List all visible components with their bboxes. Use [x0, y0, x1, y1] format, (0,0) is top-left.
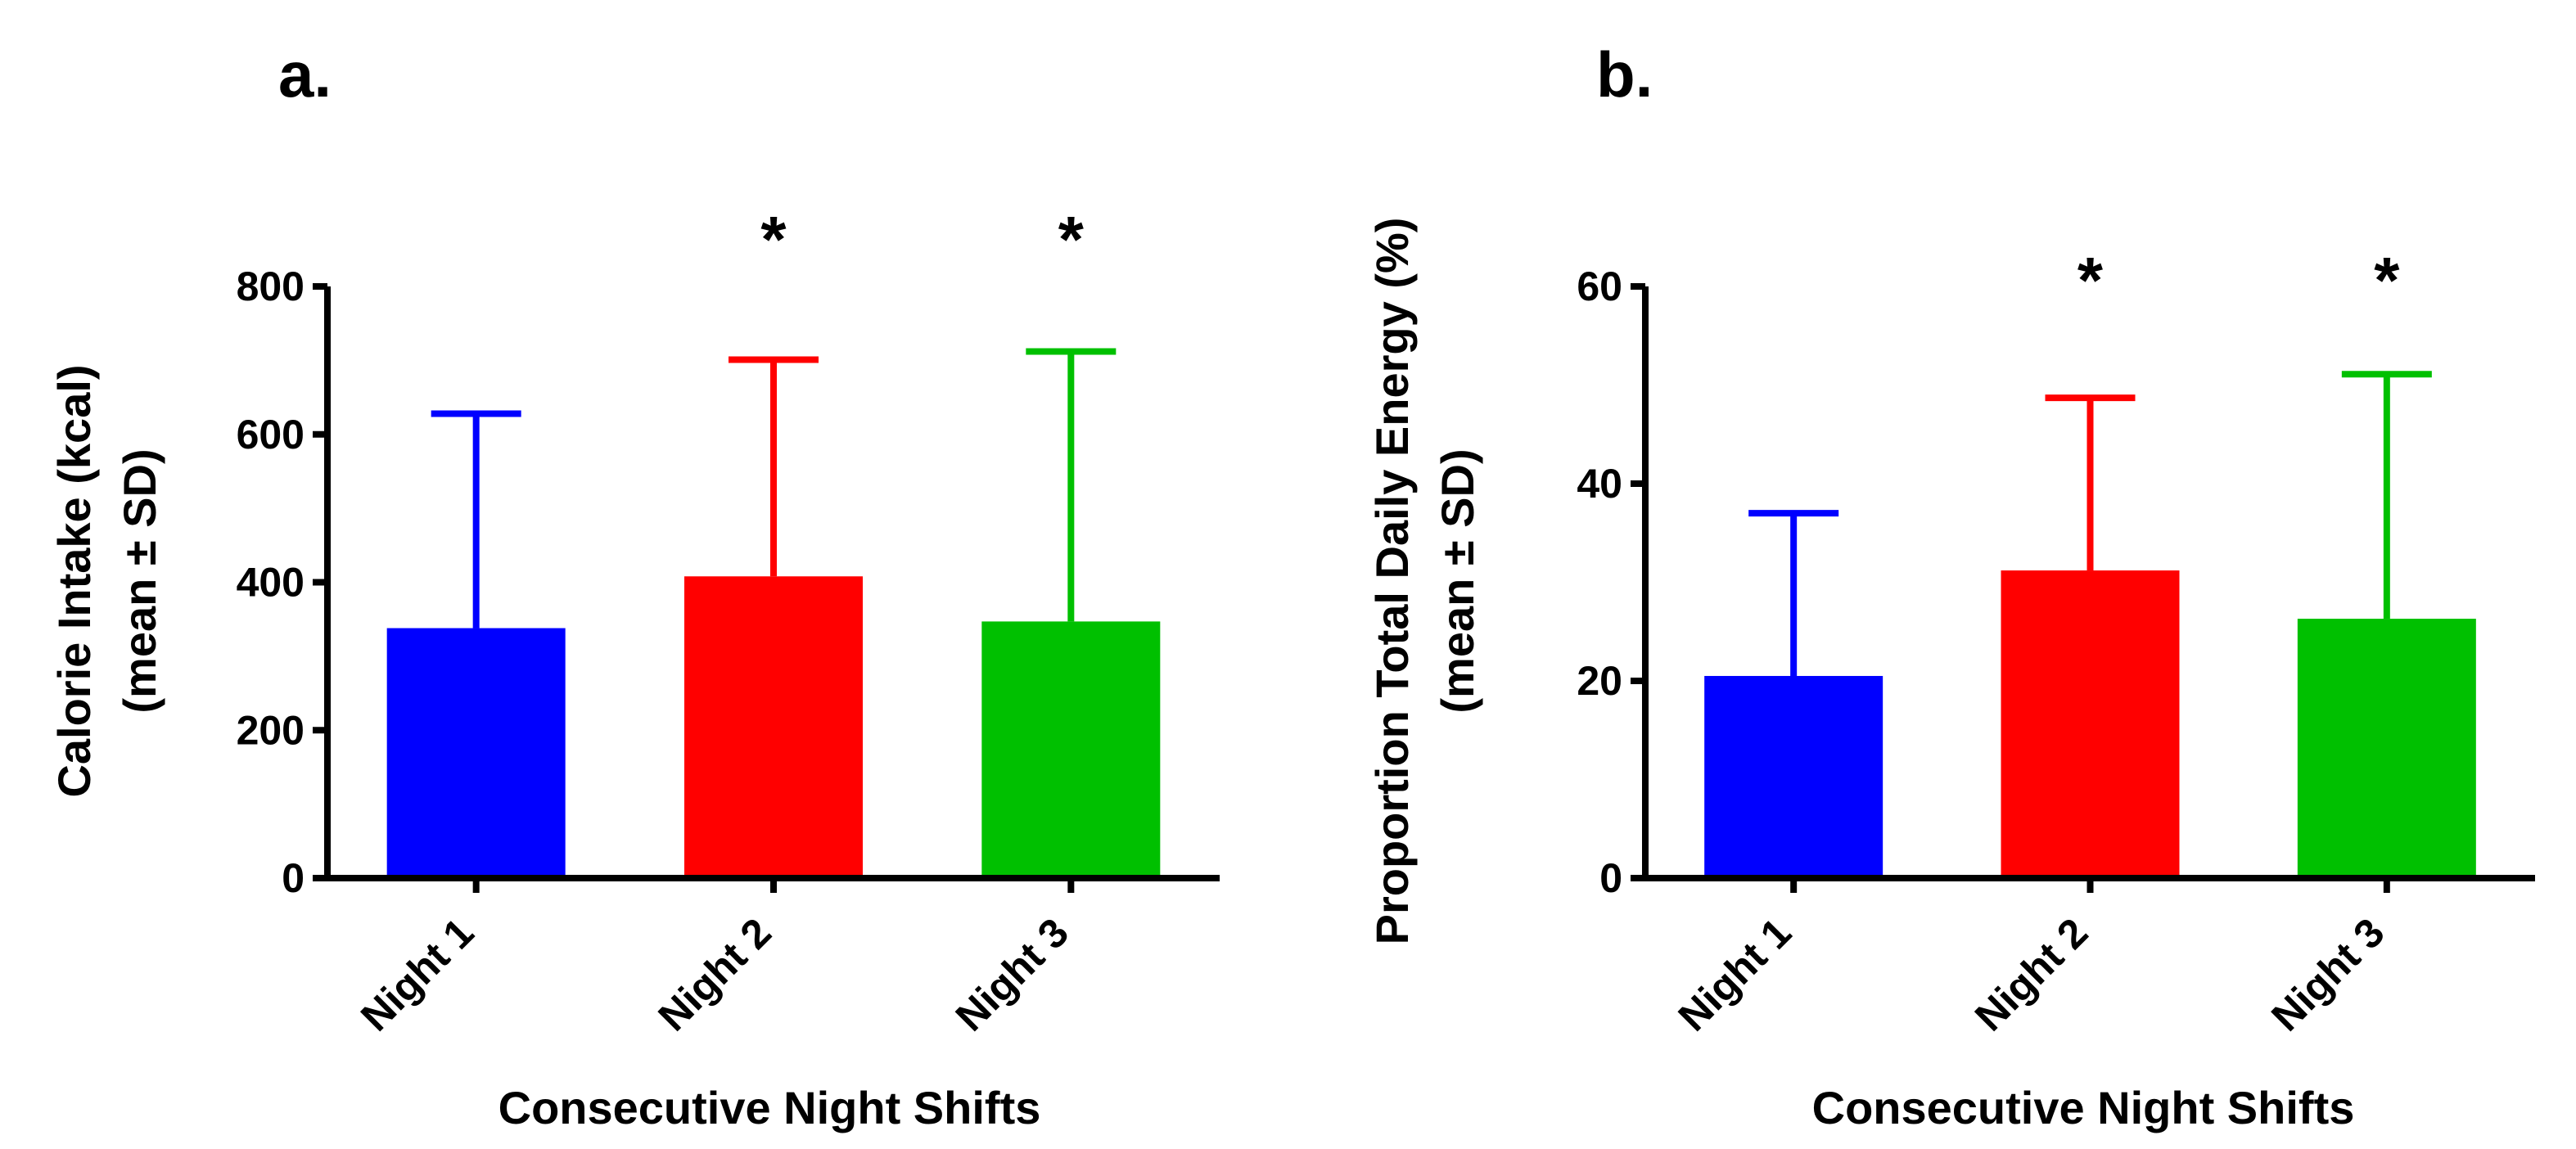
x-tick-label: Night 1	[352, 909, 482, 1039]
y-axis-title-line2: (mean ± SD)	[114, 448, 165, 713]
y-tick-label: 400	[237, 560, 305, 606]
significance-marker: *	[2374, 244, 2400, 317]
bar	[1704, 675, 1884, 878]
y-axis-title-line1: Calorie Intake (kcal)	[48, 364, 100, 797]
y-tick-label: 800	[237, 264, 305, 309]
x-axis-title: Consecutive Night Shifts	[1812, 1082, 2355, 1133]
y-tick-label: 40	[1577, 461, 1622, 507]
plot-area: Night 1 * Night 2 * Night 3 0 200 400 600 800	[237, 203, 1220, 1040]
y-tick-label: 600	[237, 412, 305, 457]
y-axis-title: Calorie Intake (kcal) (mean ± SD)	[48, 364, 165, 797]
x-tick-label: Night 1	[1670, 909, 1800, 1039]
x-tick-label: Night 3	[2262, 909, 2393, 1039]
y-tick-label: 0	[1599, 855, 1622, 901]
x-tick-label: Night 3	[947, 909, 1077, 1039]
significance-marker: *	[1058, 203, 1085, 276]
bar	[386, 628, 566, 878]
x-axis-title: Consecutive Night Shifts	[499, 1082, 1041, 1133]
bar	[684, 576, 863, 878]
y-axis-title: Proportion Total Daily Energy (%) (mean …	[1366, 218, 1483, 945]
bar	[981, 621, 1161, 878]
panel-a: a. Calorie Intake (kcal) (mean ± SD) Con…	[48, 38, 1220, 1133]
significance-marker: *	[760, 203, 787, 276]
bar	[2297, 619, 2476, 878]
y-tick-label: 0	[282, 855, 305, 901]
y-tick-label: 20	[1577, 658, 1622, 704]
x-tick-label: Night 2	[649, 909, 779, 1039]
y-axis-title-line2: (mean ± SD)	[1432, 448, 1483, 713]
y-tick-label: 200	[237, 707, 305, 753]
panel-label: b.	[1596, 38, 1653, 110]
y-tick-label: 60	[1577, 264, 1622, 309]
panel-label: a.	[278, 38, 332, 110]
plot-area: Night 1 * Night 2 * Night 3 0 20 40 60	[1577, 244, 2535, 1040]
panel-b: b. Proportion Total Daily Energy (%) (me…	[1366, 38, 2535, 1133]
y-axis-title-line1: Proportion Total Daily Energy (%)	[1366, 218, 1418, 945]
significance-marker: *	[2077, 244, 2104, 317]
x-tick-label: Night 2	[1966, 909, 2096, 1039]
bar	[2001, 570, 2180, 878]
